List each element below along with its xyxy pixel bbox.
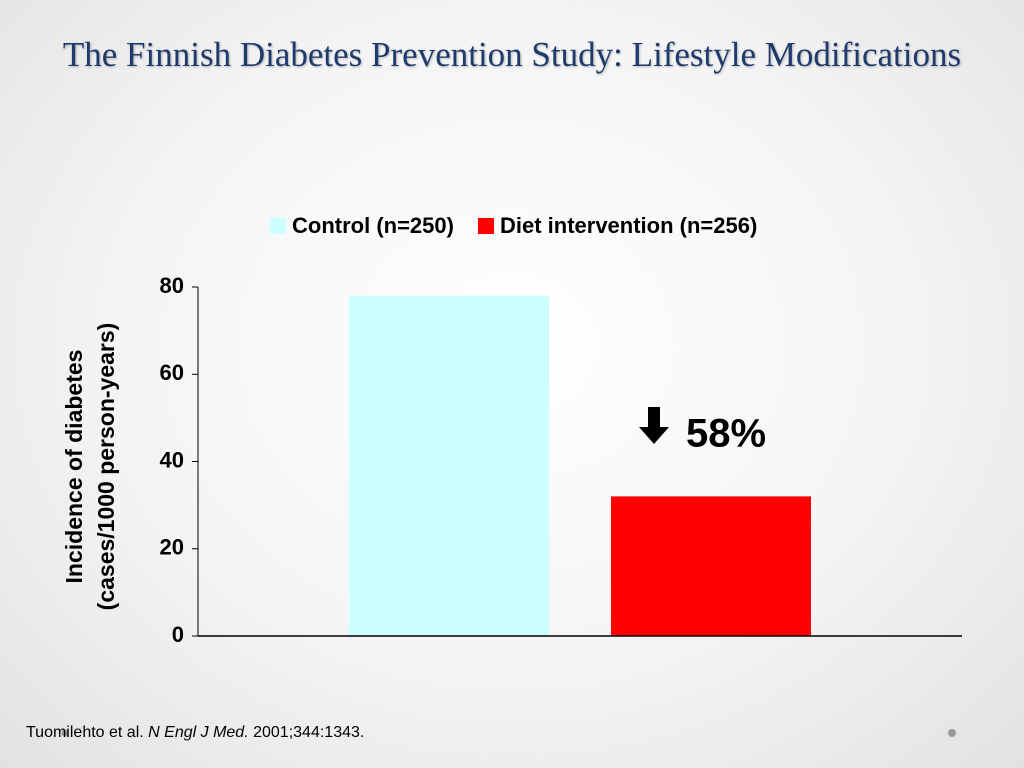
down-arrow-icon <box>639 407 669 444</box>
legend-label: Control (n=250) <box>292 213 454 238</box>
citation: Tuomilehto et al. N Engl J Med. 2001;344:1… <box>26 724 364 742</box>
decor-dot <box>948 729 956 737</box>
y-tick-label: 0 <box>172 622 184 647</box>
legend-swatch <box>477 218 494 234</box>
y-tick-label: 20 <box>160 535 184 560</box>
y-tick-label: 80 <box>160 273 184 298</box>
y-axis-label: (cases/1000 person-years) <box>93 323 119 611</box>
bar <box>611 496 811 636</box>
y-axis-label: Incidence of diabetes <box>61 350 87 584</box>
citation-authors: Tuomilehto et al. <box>26 724 144 741</box>
legend-label: Diet intervention (n=256) <box>500 213 757 238</box>
slide-title: The Finnish Diabetes Prevention Study: L… <box>62 35 962 74</box>
y-tick-label: 60 <box>160 360 184 385</box>
legend-swatch <box>270 218 286 234</box>
citation-journal: N Engl J Med. <box>148 724 249 741</box>
annotation: 58% <box>686 412 766 456</box>
bar <box>349 295 549 636</box>
y-tick-label: 40 <box>160 447 184 472</box>
citation-details: 2001;344:1343. <box>253 724 365 741</box>
decor-dot <box>61 729 69 737</box>
